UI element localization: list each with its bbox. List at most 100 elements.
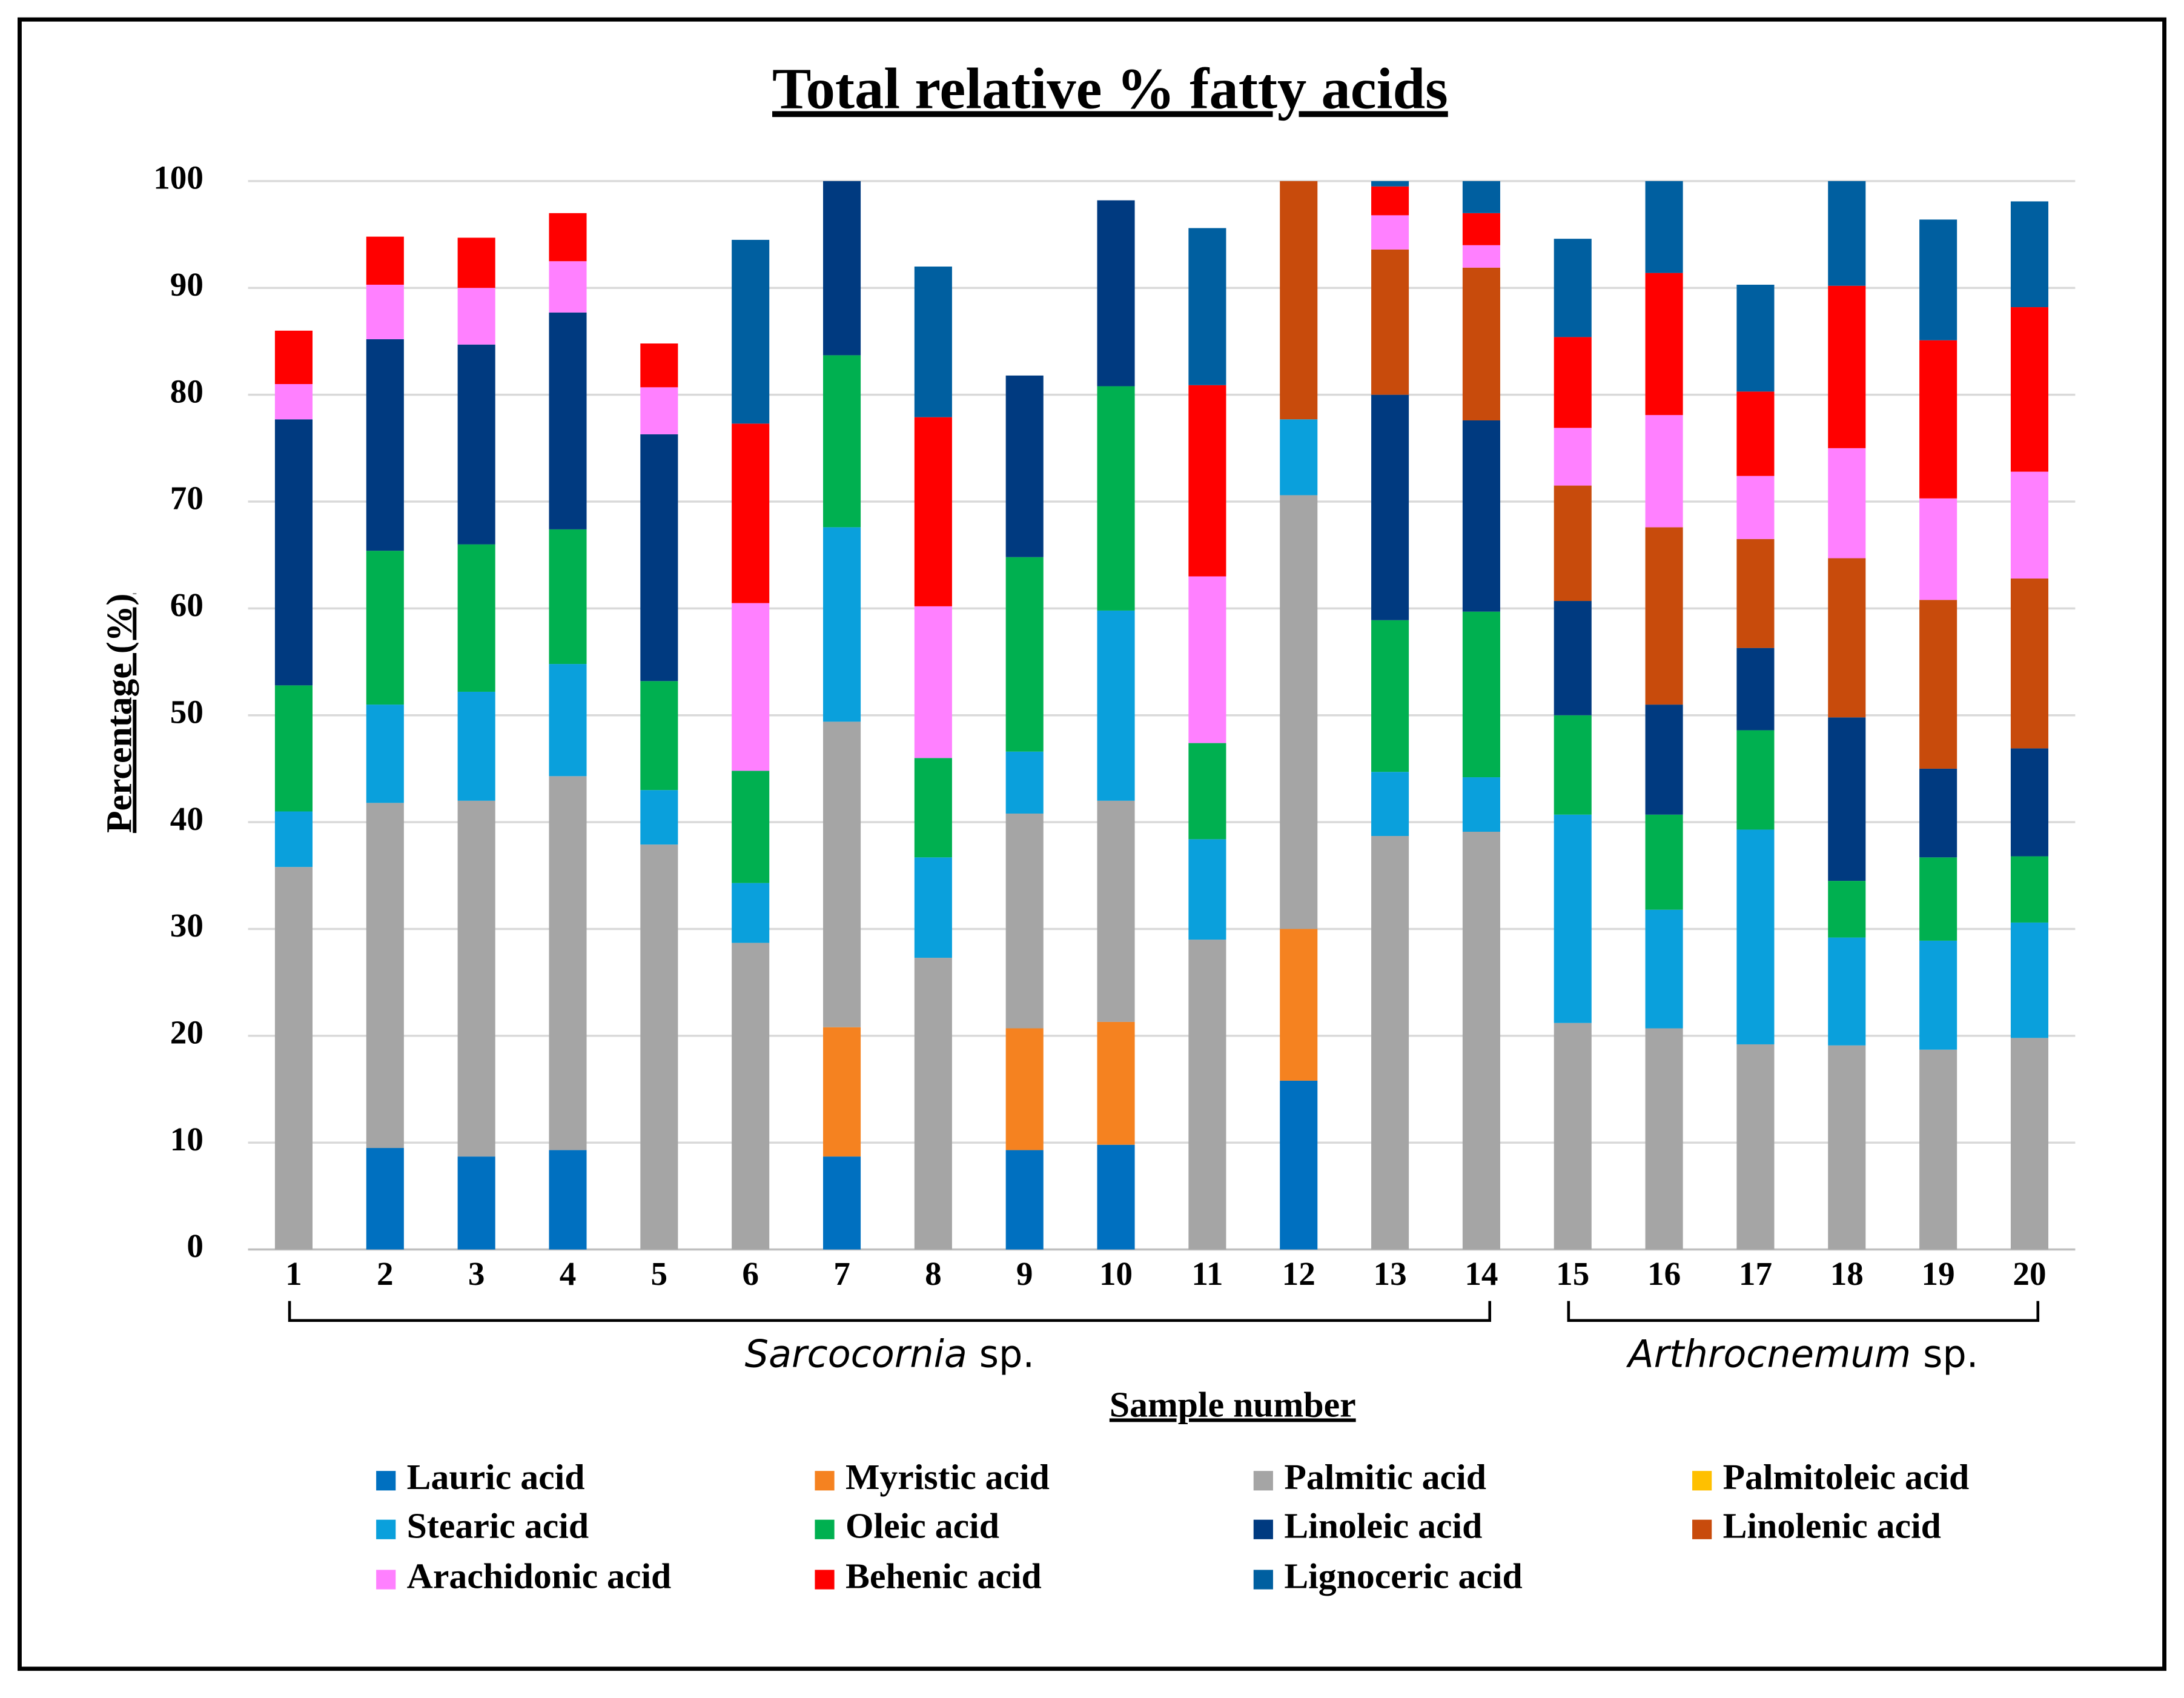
x-tick-label: 4 [560,1255,577,1292]
bar-segment [1919,600,1957,769]
x-tick-label: 14 [1464,1255,1498,1292]
bar-segment [1462,777,1500,832]
bar-segment [366,339,404,551]
bar-segment [732,771,770,883]
bar-segment [914,606,952,758]
bar-segment [2010,579,2049,749]
bar-segment [549,1150,587,1250]
bar-segment [1371,394,1409,620]
bar-segment [1828,181,1866,286]
bar-segment [2010,922,2049,1038]
bar-segment [1097,800,1135,1022]
bar-segment [549,213,587,262]
bar-segment [1554,485,1592,602]
group-label: Arthrocnemum sp. [1626,1332,1978,1376]
bar-segment [1097,1021,1135,1145]
bar-segment [822,355,861,528]
bar-segment [366,551,404,705]
bar-segment [274,811,313,867]
bar-segment [1280,929,1318,1081]
bar-segment [1097,200,1135,386]
bar-segment [822,181,861,356]
bar-segment [732,239,770,424]
bar-segment [549,664,587,777]
bar-segment [1645,814,1683,910]
bar-segment [1462,611,1500,778]
legend-swatch [815,1519,835,1539]
bar-segment [914,417,952,606]
legend-swatch [1692,1519,1712,1539]
y-tick-label: 0 [187,1227,204,1264]
bar-segment [2010,748,2049,857]
x-tick-label: 15 [1556,1255,1589,1292]
x-tick-label: 5 [651,1255,668,1292]
bar-segment [1462,831,1500,1250]
x-tick-label: 7 [833,1255,850,1292]
bar-segment [1828,717,1866,881]
group-rank: sp. [979,1332,1034,1376]
y-tick-label: 50 [170,693,204,730]
bar-segment [1645,1028,1683,1250]
bar-segment [1554,601,1592,715]
bar-segment [1188,839,1226,940]
bar-segment [1371,772,1409,837]
x-axis-title: Sample number [1110,1384,1356,1424]
group-genus: Arthrocnemum [1626,1332,1911,1376]
bar-segment [1005,557,1044,752]
bar-segment [1828,448,1866,559]
bar-segment [1554,337,1592,428]
y-tick-label: 80 [170,373,204,410]
y-tick-label: 10 [170,1121,204,1158]
bar-segment [2010,856,2049,923]
bar-segment [457,237,495,288]
legend-swatch [376,1471,396,1491]
bar-segment [366,236,404,285]
bar-segment [1005,375,1044,557]
legend-label: Lignoceric acid [1284,1556,1522,1596]
y-tick-label: 20 [170,1014,204,1051]
bar-segment [1554,239,1592,337]
x-tick-label: 20 [2013,1255,2046,1292]
bar-segment [1919,498,1957,600]
bar-segment [1554,1023,1592,1250]
bar-segment [457,1156,495,1250]
x-tick-label: 10 [1099,1255,1133,1292]
bar-segment [1919,219,1957,340]
bar-segment [457,691,495,801]
legend-label: Arachidonic acid [407,1556,672,1596]
x-tick-label: 18 [1830,1255,1864,1292]
bar-segment [1828,1045,1866,1250]
bar-segment [914,267,952,417]
bar-segment [1462,181,1500,213]
bar-segment [1554,428,1592,486]
legend-swatch [1253,1519,1273,1539]
bar-segment [274,867,313,1250]
bar-segment [2010,307,2049,472]
legend-swatch [1253,1570,1273,1590]
bar-segment [640,434,678,682]
legend-label: Behenic acid [845,1556,1042,1596]
bar-segment [1188,576,1226,743]
legend-swatch [815,1471,835,1491]
bar-segment [1919,940,1957,1050]
bar-segment [457,344,495,545]
bar-segment [914,857,952,958]
legend-label: Oleic acid [845,1505,999,1545]
bar-segment [1097,386,1135,611]
bar-segment [2010,471,2049,579]
bar-segment [1645,909,1683,1029]
legend-label: Palmitoleic acid [1723,1457,1970,1497]
y-tick-label: 30 [170,907,204,944]
bar-segment [640,681,678,791]
bar-segment [549,529,587,665]
bar-segment [1371,186,1409,216]
bar-segment [1371,215,1409,250]
bar-segment [1371,181,1409,187]
y-axis-title: Percentage (%) [99,594,139,833]
x-tick-label: 8 [925,1255,942,1292]
bar-segment [914,958,952,1250]
bar-segment [274,419,313,686]
bar-segment [1005,751,1044,814]
bar-segment [457,800,495,1157]
